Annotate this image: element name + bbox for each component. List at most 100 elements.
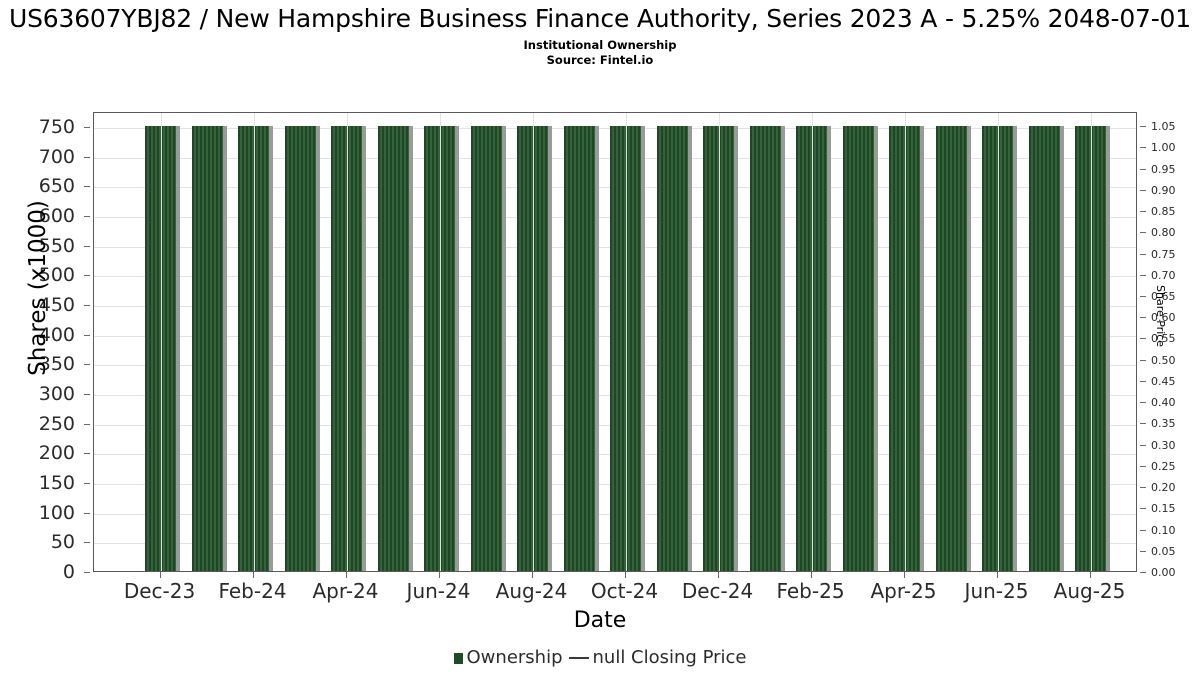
y-axis-left-tick-label: 200	[38, 442, 75, 465]
y-axis-right-tick-mark	[1140, 529, 1146, 531]
y-axis-left-tick-mark	[84, 453, 90, 455]
y-axis-right-tick-label: 0.40	[1151, 396, 1176, 410]
y-axis-right-tick-label: 1.00	[1151, 141, 1176, 155]
y-axis-left-tick-label: 300	[38, 382, 75, 405]
y-axis-left-tick-mark	[84, 186, 90, 188]
y-axis-right-tick-mark	[1140, 168, 1146, 170]
legend-item-ownership[interactable]: Ownership	[453, 647, 563, 668]
y-axis-right-tick-label: 0.80	[1151, 226, 1176, 240]
y-axis-right-tick-label: 0.10	[1151, 523, 1176, 537]
y-axis-left-tick-label: 750	[38, 115, 75, 138]
x-axis-tick-label: Aug-25	[1053, 579, 1126, 603]
chart-legend: Ownership null Closing Price	[0, 648, 1200, 668]
y-axis-right-tick-mark	[1140, 253, 1146, 255]
y-axis-right-tick-label: 0.05	[1151, 544, 1176, 558]
y-axis-left-tick-mark	[84, 304, 90, 306]
y-axis-right-tick-mark	[1140, 487, 1146, 489]
gridline-vertical	[439, 113, 441, 571]
y-axis-right-tick-label: 0.60	[1151, 311, 1176, 325]
bar-ownership[interactable]	[563, 125, 599, 571]
y-axis-right-tick-mark	[1140, 444, 1146, 446]
square-swatch-icon	[453, 652, 463, 664]
y-axis-right-tick-label: 0.15	[1151, 502, 1176, 516]
y-axis-right-tick-label: 0.55	[1151, 332, 1176, 346]
x-axis-tick-label: Apr-24	[312, 579, 379, 603]
x-axis-tick-mark	[1089, 572, 1091, 578]
bar-ownership[interactable]	[377, 125, 413, 571]
y-axis-left-tick-mark	[84, 512, 90, 514]
x-axis-tick-label: Oct-24	[590, 579, 659, 603]
y-axis-left-tick-label: 100	[38, 501, 75, 524]
x-axis-title: Date	[573, 608, 627, 633]
legend-item-closing-price[interactable]: null Closing Price	[563, 648, 746, 668]
y-axis-right-tick-mark	[1140, 232, 1146, 234]
chart-header: US63607YBJ82 / New Hampshire Business Fi…	[0, 0, 1200, 68]
gridline-vertical	[346, 113, 348, 571]
gridline-vertical	[811, 113, 813, 571]
gridline-vertical	[997, 113, 999, 571]
y-axis-right-tick-label: 0.95	[1151, 162, 1176, 176]
y-axis-right: 0.00 0.05 0.10 0.15 0.20 0.25 0.30 0.35 0.40 0.45…	[1137, 112, 1197, 578]
y-axis-left-tick-label: 600	[38, 204, 75, 227]
y-axis-left-tick-mark	[84, 542, 90, 544]
x-axis-tick-label: Feb-25	[776, 579, 845, 603]
y-axis-right-tick-mark	[1140, 359, 1146, 361]
y-axis-right-tick-label: 0.35	[1151, 417, 1176, 431]
y-axis-left-tick-mark	[84, 275, 90, 277]
bar-ownership[interactable]	[191, 125, 227, 571]
y-axis-left-tick-label: 550	[38, 234, 75, 257]
y-axis-left-tick-label: 50	[50, 531, 75, 554]
y-axis-right-tick-mark	[1140, 317, 1146, 319]
y-axis-left-tick-mark	[84, 393, 90, 395]
gridline-vertical	[160, 113, 162, 571]
y-axis-right-tick-label: 0.00	[1151, 566, 1176, 579]
bar-ownership[interactable]	[842, 125, 878, 571]
y-axis-left-tick-mark	[84, 215, 90, 217]
legend-label-ownership: Ownership	[466, 647, 563, 668]
x-axis-tick-mark	[159, 572, 161, 578]
y-axis-left-tick-mark	[84, 364, 90, 366]
y-axis-right-tick-label: 0.20	[1151, 481, 1176, 495]
bar-ownership[interactable]	[935, 125, 971, 571]
x-axis-tick-label: Feb-24	[218, 579, 287, 603]
x-axis-tick-mark	[903, 572, 905, 578]
x-axis-tick-label: Dec-24	[681, 579, 754, 603]
y-axis-left-tick-label: 350	[38, 353, 75, 376]
y-axis-left-tick-mark	[84, 482, 90, 484]
y-axis-left-tick-label: 250	[38, 412, 75, 435]
bar-ownership[interactable]	[284, 125, 320, 571]
y-axis-left-tick-label: 450	[38, 293, 75, 316]
gridline-vertical	[625, 113, 627, 571]
gridline-vertical	[532, 113, 534, 571]
x-axis-tick-mark	[717, 572, 719, 578]
bar-ownership[interactable]	[470, 125, 506, 571]
chart-source: Source: Fintel.io	[546, 53, 654, 67]
y-axis-right-tick-label: 0.70	[1151, 268, 1176, 282]
y-axis-left-tick-label: 400	[38, 323, 75, 346]
y-axis-right-tick-label: 1.05	[1151, 120, 1176, 134]
page-title: US63607YBJ82 / New Hampshire Business Fi…	[9, 4, 1191, 33]
x-axis-tick-mark	[810, 572, 812, 578]
bar-ownership[interactable]	[749, 125, 785, 571]
x-axis-tick-label: Jun-25	[964, 579, 1029, 603]
bar-ownership[interactable]	[656, 125, 692, 571]
x-axis-tick-mark	[624, 572, 626, 578]
y-axis-right-tick-label: 0.25	[1151, 459, 1176, 473]
x-axis-tick-mark	[252, 572, 254, 578]
y-axis-right-title: Share Price	[1154, 285, 1167, 348]
y-axis-left-tick-label: 150	[38, 471, 75, 494]
chart-subtitle: Institutional Ownership	[523, 38, 677, 52]
y-axis-left-tick-label: 650	[38, 175, 75, 198]
y-axis-right-tick-label: 0.85	[1151, 205, 1176, 219]
y-axis-right-tick-mark	[1140, 211, 1146, 213]
y-axis-left-tick-mark	[84, 423, 90, 425]
y-axis-right-tick-label: 0.90	[1151, 183, 1176, 197]
gridline-vertical	[253, 113, 255, 571]
y-axis-right-tick-mark	[1140, 402, 1146, 404]
bar-ownership[interactable]	[1028, 125, 1064, 571]
x-axis-tick-label: Aug-24	[495, 579, 568, 603]
x-axis-tick-mark	[996, 572, 998, 578]
y-axis-left-tick-mark	[84, 245, 90, 247]
y-axis-left-tick-mark	[84, 334, 90, 336]
y-axis-right-tick-mark	[1140, 295, 1146, 297]
